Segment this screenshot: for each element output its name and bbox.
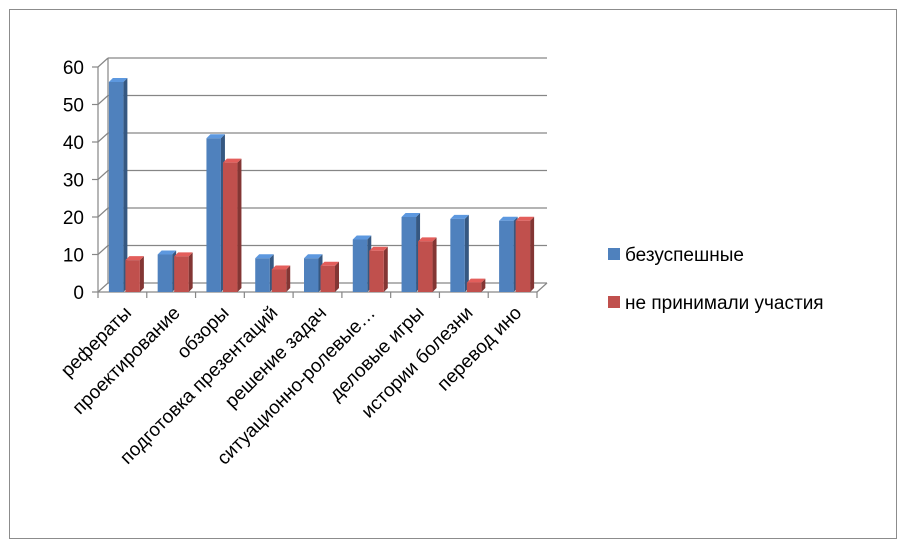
bar [222, 158, 242, 292]
bar-front [466, 282, 482, 292]
bar-front [157, 254, 173, 292]
gridlines [97, 57, 547, 293]
bar-front [108, 82, 124, 292]
bar-front [320, 265, 335, 292]
bars [108, 78, 535, 292]
bar-top [271, 265, 291, 270]
bar [125, 256, 144, 292]
bar-top [174, 252, 193, 257]
bar-side [237, 158, 242, 292]
bar [418, 237, 437, 292]
bar-side [464, 214, 469, 292]
bar-front [450, 218, 465, 292]
y-tick-label: 0 [73, 283, 84, 304]
bar-front [206, 138, 221, 292]
legend-item: безуспешные [608, 245, 744, 266]
bar [515, 216, 535, 292]
bar [206, 134, 225, 292]
bar-front [255, 258, 270, 292]
bar-side [530, 216, 535, 292]
y-tick-label: 40 [63, 133, 84, 154]
bar-top [320, 261, 339, 266]
bar-front [369, 250, 384, 292]
gridline-side [97, 170, 109, 180]
bar-top [401, 213, 421, 217]
bar-side [335, 261, 339, 292]
bar-top [157, 250, 177, 255]
bar-top [466, 278, 486, 283]
bar-top [352, 235, 372, 240]
bar-front [125, 260, 140, 292]
gridline-side [97, 245, 109, 255]
gridline-side [97, 132, 109, 143]
y-tick-label: 10 [63, 246, 84, 267]
legend-swatch [608, 296, 620, 308]
bar [108, 78, 128, 292]
gridline-side [97, 95, 109, 105]
bar [174, 252, 193, 292]
y-tick-label: 50 [63, 96, 84, 117]
bar-front [418, 241, 433, 292]
bar-chart: 0 10 20 30 40 50 60 рефератыпроектированиеобзо… [57, 57, 824, 470]
bar-front [515, 220, 531, 292]
bar-front [499, 220, 514, 292]
bar-side [286, 265, 291, 292]
bar-front [222, 162, 238, 292]
bar-front [271, 269, 287, 292]
bar-top [255, 254, 274, 259]
bar-side [139, 256, 144, 292]
bar [401, 213, 421, 292]
bar [499, 216, 518, 292]
y-tick-label: 60 [63, 58, 84, 79]
floor-right-edge [536, 282, 548, 293]
bar-front [174, 256, 189, 292]
bar [320, 261, 339, 292]
bar-top [499, 216, 518, 221]
bar-front [352, 239, 368, 292]
bar-top [450, 214, 469, 219]
chart-frame: 0 10 20 30 40 50 60 рефераты проектирование обзо… [9, 9, 897, 539]
bar-top [108, 78, 128, 82]
y-tick-labels: 0 10 20 30 40 50 60 [63, 58, 84, 304]
bar [369, 246, 388, 292]
bar-side [481, 278, 486, 292]
bar [271, 265, 291, 292]
bar-top [369, 246, 388, 251]
bar [157, 250, 177, 292]
gridline-side [97, 57, 109, 68]
bar [352, 235, 372, 292]
legend: безуспешные не принимали участия [608, 245, 824, 314]
y-tick-label: 30 [63, 171, 84, 192]
bar-top [515, 216, 535, 221]
bar [450, 214, 469, 292]
bar-top [125, 256, 144, 261]
bar [304, 254, 323, 292]
bar [466, 278, 486, 292]
gridline-side [97, 282, 109, 293]
legend-swatch [608, 248, 620, 260]
bar-top [206, 134, 225, 139]
bar-top [418, 237, 437, 242]
legend-label: безуспешные [625, 245, 744, 266]
bar-side [432, 237, 437, 292]
bar-top [304, 254, 323, 259]
y-tick-label: 20 [63, 208, 84, 229]
legend-item: не принимали участия [608, 293, 824, 314]
bar-side [188, 252, 193, 292]
bar-front [401, 217, 417, 292]
bar [255, 254, 274, 292]
bar-side [123, 78, 128, 292]
bar-top [222, 158, 242, 163]
legend-label: не принимали участия [625, 293, 824, 314]
bar-front [304, 258, 319, 292]
bar-side [383, 246, 388, 292]
gridline-side [97, 207, 109, 218]
